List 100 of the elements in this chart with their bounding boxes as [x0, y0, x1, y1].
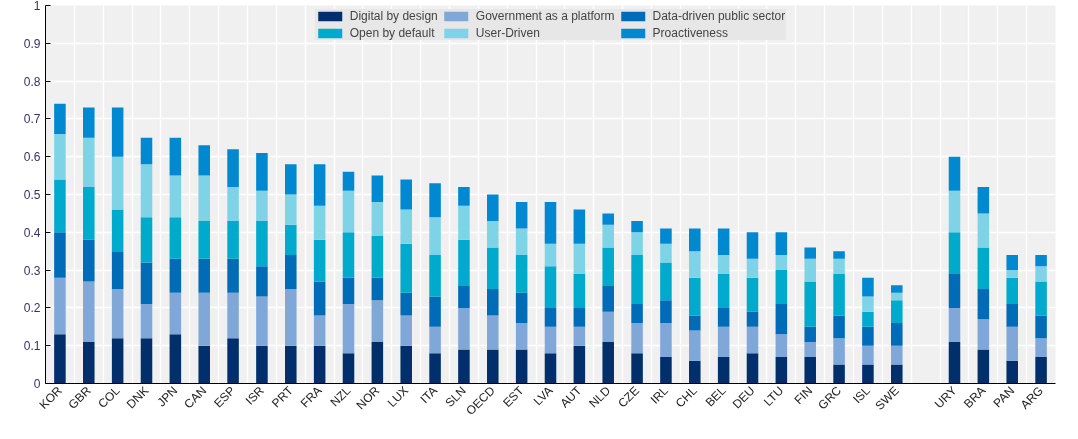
bar: [342, 171, 355, 191]
bar: [342, 277, 355, 305]
bar: [400, 179, 412, 210]
bar: [313, 205, 326, 240]
bar: [429, 326, 441, 354]
bar: [400, 345, 412, 384]
bar: [256, 345, 268, 384]
bar: [689, 251, 701, 278]
bar: [169, 334, 182, 384]
bar: [429, 183, 441, 218]
bar: [487, 315, 499, 350]
bar: [400, 292, 412, 316]
bar: [313, 315, 326, 346]
x-tick-label: FIN: [791, 383, 816, 408]
bar: [573, 307, 586, 327]
bar: [544, 202, 557, 244]
bar: [804, 326, 816, 342]
bar: [833, 364, 845, 384]
bar: [227, 258, 239, 293]
bar: [977, 186, 990, 214]
bar: [313, 239, 326, 282]
bar: [544, 353, 557, 384]
bar: [977, 213, 990, 248]
bar: [689, 315, 701, 331]
bar: [1035, 315, 1047, 339]
bar: [169, 292, 182, 335]
bar: [631, 254, 643, 305]
bar: [948, 273, 961, 308]
bar: [285, 289, 297, 346]
bar: [717, 307, 730, 327]
bar: [198, 258, 210, 293]
bar: [891, 323, 903, 346]
y-tick-label: 0.3: [23, 263, 41, 278]
y-tick-label: 0.6: [23, 150, 41, 165]
bar: [400, 243, 412, 293]
bar: [515, 349, 528, 384]
bar: [544, 307, 557, 327]
bar: [602, 311, 614, 342]
bar: [746, 311, 759, 327]
bar: [458, 285, 470, 308]
bar: [804, 357, 816, 384]
bar: [1006, 270, 1018, 278]
x-tick-label: FRA: [297, 383, 325, 411]
bar: [544, 243, 557, 267]
bar: [371, 202, 384, 237]
bar: [198, 292, 210, 346]
bar: [862, 364, 874, 384]
bar: [313, 281, 326, 316]
bar: [256, 190, 268, 221]
bar: [775, 270, 788, 305]
bar: [140, 304, 153, 339]
bar: [602, 247, 614, 286]
bar: [948, 341, 961, 384]
bar: [717, 228, 730, 255]
bar: [717, 357, 730, 384]
bar: [891, 364, 903, 384]
bar: [313, 164, 326, 206]
bar: [140, 164, 153, 218]
bar: [660, 262, 672, 301]
legend-label: Government as a platform: [475, 9, 615, 23]
bar: [631, 323, 643, 354]
bar: [342, 353, 355, 384]
bar: [54, 334, 66, 384]
bar: [775, 357, 788, 384]
bar: [458, 186, 470, 206]
x-tick-label: IRL: [647, 383, 672, 407]
bar: [1035, 338, 1047, 358]
bar: [198, 220, 210, 259]
legend-label: Proactiveness: [652, 26, 728, 40]
bar: [746, 232, 759, 259]
bar: [833, 251, 845, 259]
bar: [689, 228, 701, 252]
bar: [804, 247, 816, 259]
bar: [1006, 360, 1018, 384]
bar: [977, 289, 990, 320]
bar: [285, 224, 297, 255]
bar: [1035, 266, 1047, 282]
bar: [285, 254, 297, 289]
bar: [285, 345, 297, 384]
legend-label: Data-driven public sector: [652, 9, 786, 23]
bar: [140, 217, 153, 263]
bar: [1035, 254, 1047, 267]
bar: [862, 277, 874, 297]
y-tick-label: 0.1: [23, 339, 41, 354]
bar: [515, 228, 528, 255]
bar: [83, 239, 95, 282]
bar: [256, 296, 268, 346]
bar: [602, 224, 614, 248]
bar: [342, 304, 355, 354]
bar: [1006, 304, 1018, 327]
bar: [342, 190, 355, 233]
bar: [775, 334, 788, 358]
bar: [313, 345, 326, 384]
bar: [833, 315, 845, 339]
bar: [833, 258, 845, 274]
bar: [948, 190, 961, 233]
bar: [54, 103, 66, 135]
x-tick-label: ISL: [850, 383, 874, 407]
bar: [977, 319, 990, 350]
x-tick-label: NZL: [327, 383, 354, 410]
